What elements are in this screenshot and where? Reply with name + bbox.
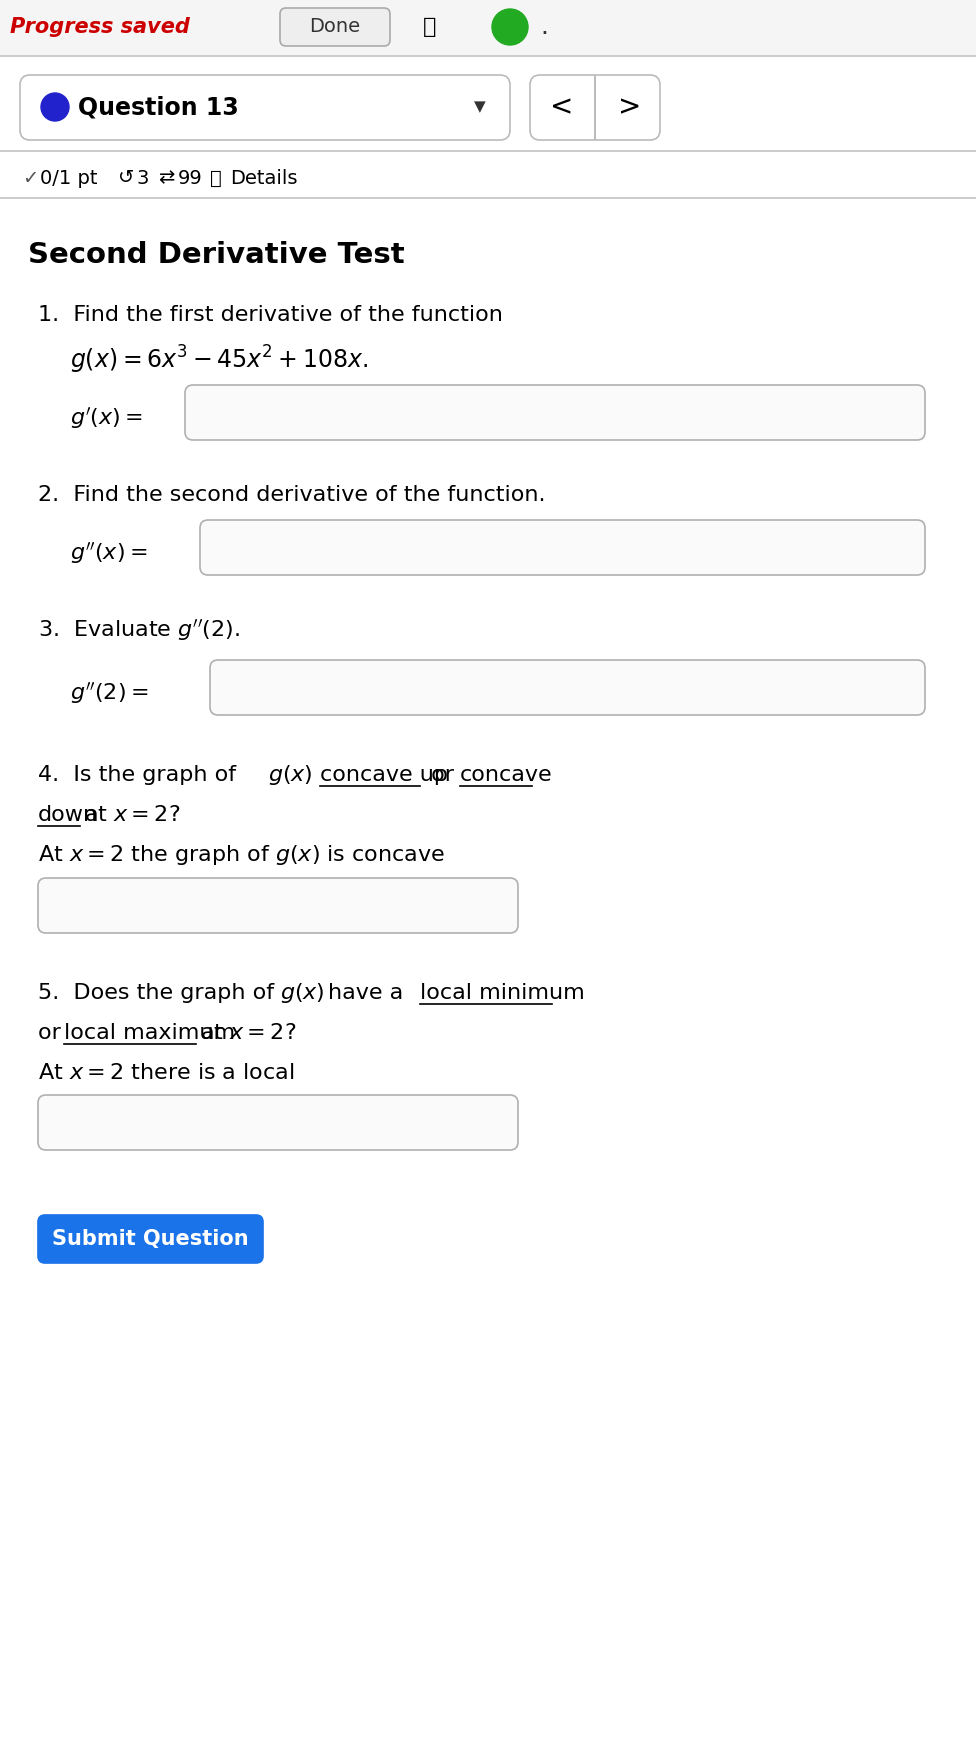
Text: at $x = 2$?: at $x = 2$? — [200, 1023, 297, 1043]
FancyBboxPatch shape — [38, 878, 518, 933]
FancyBboxPatch shape — [38, 1095, 518, 1150]
FancyBboxPatch shape — [280, 9, 390, 46]
Text: 99: 99 — [178, 169, 203, 187]
Text: or: or — [38, 1023, 68, 1043]
Text: At $x = 2$ there is a local: At $x = 2$ there is a local — [38, 1064, 295, 1083]
Text: Progress saved: Progress saved — [10, 18, 190, 37]
Text: .: . — [540, 16, 548, 39]
Text: $g(x)$: $g(x)$ — [280, 981, 325, 1005]
Bar — [594, 76, 595, 139]
Bar — [0, 0, 976, 55]
Text: $g'(x) =$: $g'(x) =$ — [70, 406, 143, 430]
Text: 3.  Evaluate $g''(2)$.: 3. Evaluate $g''(2)$. — [38, 617, 240, 642]
Text: $g(x)$: $g(x)$ — [268, 764, 312, 787]
Circle shape — [41, 93, 69, 122]
Text: >: > — [619, 93, 641, 122]
Text: at $x = 2$?: at $x = 2$? — [84, 804, 181, 826]
Text: At $x = 2$ the graph of $g(x)$ is concave: At $x = 2$ the graph of $g(x)$ is concav… — [38, 843, 445, 866]
FancyBboxPatch shape — [530, 76, 660, 139]
FancyBboxPatch shape — [185, 385, 925, 439]
Text: ▼: ▼ — [474, 99, 486, 115]
Text: concave: concave — [460, 766, 552, 785]
Text: Question 13: Question 13 — [78, 95, 239, 118]
Text: ✓: ✓ — [22, 169, 38, 187]
Text: 1.  Find the first derivative of the function: 1. Find the first derivative of the func… — [38, 305, 503, 325]
Text: Done: Done — [309, 18, 360, 37]
Text: ↺: ↺ — [118, 169, 135, 187]
Text: 0/1 pt: 0/1 pt — [40, 169, 98, 187]
Circle shape — [492, 9, 528, 46]
Text: 3: 3 — [136, 169, 148, 187]
FancyBboxPatch shape — [210, 660, 925, 714]
Text: ⓘ: ⓘ — [210, 169, 222, 187]
Text: $g(x) = 6x^3 - 45x^2 + 108x.$: $g(x) = 6x^3 - 45x^2 + 108x.$ — [70, 344, 368, 376]
Text: $g^{\prime\prime}(2) =$: $g^{\prime\prime}(2) =$ — [70, 681, 148, 706]
Text: $g^{\prime\prime}(x) =$: $g^{\prime\prime}(x) =$ — [70, 540, 147, 566]
Text: Second Derivative Test: Second Derivative Test — [28, 242, 405, 268]
Text: 5.  Does the graph of: 5. Does the graph of — [38, 983, 281, 1004]
Text: <: < — [550, 93, 574, 122]
Text: have a: have a — [328, 983, 410, 1004]
Text: 2.  Find the second derivative of the function.: 2. Find the second derivative of the fun… — [38, 485, 546, 505]
FancyBboxPatch shape — [200, 520, 925, 575]
Text: Details: Details — [230, 169, 298, 187]
Text: 4.  Is the graph of: 4. Is the graph of — [38, 766, 243, 785]
Text: local minimum: local minimum — [420, 983, 585, 1004]
Text: down: down — [38, 804, 99, 826]
FancyBboxPatch shape — [20, 76, 510, 139]
Text: ⇄: ⇄ — [158, 169, 175, 187]
Text: Submit Question: Submit Question — [52, 1230, 248, 1249]
Text: concave up: concave up — [320, 766, 448, 785]
Text: 🖨: 🖨 — [424, 18, 436, 37]
Text: local maximum: local maximum — [64, 1023, 235, 1043]
FancyBboxPatch shape — [38, 1215, 263, 1263]
Text: or: or — [424, 766, 461, 785]
